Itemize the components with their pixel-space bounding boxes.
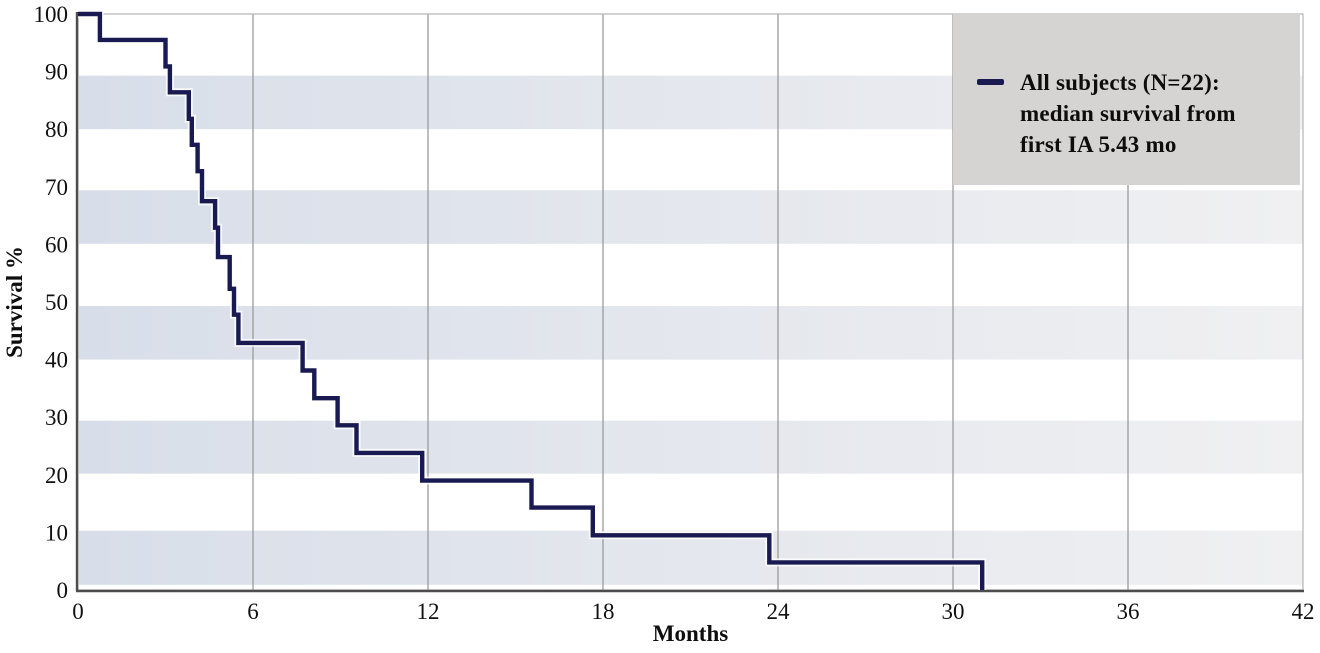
background-band (79, 306, 1303, 360)
survival-curve (78, 11, 985, 590)
y-tick-label-90: 90 (45, 60, 68, 85)
series-line-icon (977, 79, 1004, 85)
background-band (79, 190, 1303, 244)
x-tick-label-18: 18 (592, 599, 615, 624)
legend: All subjects (N=22): median survival fro… (953, 14, 1300, 185)
x-tick-label-42: 42 (1292, 599, 1315, 624)
legend-line-1: All subjects (N=22): (1020, 70, 1220, 95)
y-tick-label-20: 20 (45, 463, 68, 488)
y-tick-label-50: 50 (45, 290, 68, 315)
y-axis-title: Survival % (2, 246, 27, 358)
background-band (79, 420, 1303, 474)
y-tick-label-10: 10 (45, 520, 68, 545)
legend-text: All subjects (N=22): median survival fro… (1020, 67, 1236, 160)
x-tick-label-24: 24 (767, 599, 791, 624)
y-tick-label-100: 100 (34, 2, 69, 27)
y-tick-label-60: 60 (45, 232, 68, 257)
y-tick-label-40: 40 (45, 348, 68, 373)
legend-line-3: first IA 5.43 mo (1020, 132, 1177, 157)
y-tick-label-80: 80 (45, 117, 68, 142)
x-tick-label-36: 36 (1117, 599, 1140, 624)
y-tick-label-70: 70 (45, 175, 68, 200)
y-tick-label-0: 0 (57, 578, 69, 603)
y-tick-label-30: 30 (45, 405, 68, 430)
x-tick-label-6: 6 (247, 599, 259, 624)
x-tick-label-30: 30 (942, 599, 965, 624)
legend-line-2: median survival from (1020, 101, 1236, 126)
x-tick-label-0: 0 (72, 599, 84, 624)
x-tick-label-12: 12 (417, 599, 440, 624)
background-band (79, 530, 1303, 585)
x-axis-title: Months (652, 621, 729, 646)
